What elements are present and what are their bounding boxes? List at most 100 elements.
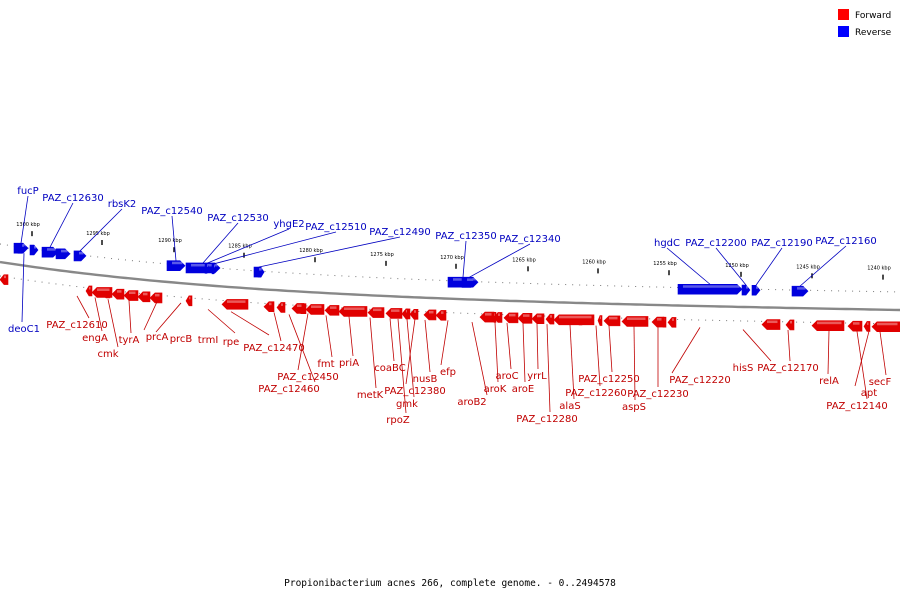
scale-tick-label: 1265 kbp [512,257,536,263]
gene-label-PAZ_c12350: PAZ_c12350 [435,231,496,242]
gene-label-PAZ_c12160: PAZ_c12160 [815,236,876,247]
leader-line-prcA [143,301,158,331]
gene-feature-yhgE2 [204,262,210,274]
gene-feature-trmI [221,299,249,310]
scale-tick-label: 1300 kbp [16,222,40,228]
gene-label-prcB: prcB [170,334,193,345]
gene-feature-shine [281,303,283,306]
leader-line-apt [854,331,870,387]
gene-label-apt: apt [861,388,877,399]
gene-feature-shine [155,293,160,297]
gene-feature-shine [550,315,552,318]
gene-label-trmI: trmI [198,335,219,346]
gene-feature-PAZ_c12470 [276,302,286,313]
leader-line-aroC [506,322,512,370]
gene-label-aroB2: aroB2 [457,397,486,408]
genome-backbone [0,260,900,312]
gene-feature-shine [47,248,56,251]
leader-line-gmk [406,319,415,398]
gene-feature-shine [22,244,24,247]
gene-label-PAZ_c12530: PAZ_c12530 [207,213,268,224]
gene-features [0,242,900,333]
leader-line-rbsK2 [79,208,123,252]
scale-tick-label: 1250 kbp [725,263,749,269]
leader-line-PAZ_c12380 [405,318,416,385]
gene-feature [185,295,193,307]
gene-feature-secF [871,321,900,333]
scale-tick-label: 1255 kbp [653,261,677,267]
leader-line-fmt [325,315,333,358]
gene-label-fmt: fmt [317,359,334,370]
gene-feature-PAZ_c12510 [211,263,217,275]
leader-line-PAZ_c12220 [671,327,701,374]
gene-feature-aspS [621,316,649,327]
gene-feature-shine [877,322,898,326]
gene-feature-priA [338,306,368,317]
gene-label-PAZ_c12540: PAZ_c12540 [141,206,202,217]
scale-tick-label: 1280 kbp [299,248,323,254]
gene-feature-shine [311,305,322,308]
gene-feature-shine [609,316,618,320]
gene-label-aroC: aroC [495,371,518,382]
gene-feature-shine [559,315,592,319]
leader-line-fucP [20,195,29,244]
gene-feature-shine [657,318,662,321]
gene-feature-shine [441,311,444,314]
leader-line-metK [369,317,377,389]
gene-feature-shine [373,308,382,312]
gene-label-rpoZ: rpoZ [386,415,410,426]
gene-label-PAZ_c12380: PAZ_c12380 [384,386,445,397]
gene-feature-alaS [553,314,595,326]
leader-line-PAZ_c12460 [288,314,316,383]
gene-label-tyrA: tyrA [119,335,140,346]
gene-feature-hgdC [677,283,743,295]
scale-tick-label: 1260 kbp [582,259,606,265]
leader-line-yhgE2 [206,228,290,264]
leader-line-yrrL [536,323,539,370]
gene-label-PAZ_c12220: PAZ_c12220 [669,375,730,386]
gene-label-alaS: alaS [559,401,580,412]
gene-feature-shine [227,300,246,303]
gene-feature-shine [214,264,215,268]
leader-line-PAZ_c12250 [608,325,613,373]
gene-feature-PAZ_c12540 [166,260,186,272]
gene-feature-PAZ_c12140 [863,321,871,332]
gene-label-PAZ_c12200: PAZ_c12200 [685,238,746,249]
gene-label-deoC1: deoC1 [8,324,40,335]
gene-label-PAZ_c12450: PAZ_c12450 [277,372,338,383]
gene-feature-shine [509,313,516,317]
gene-label-PAZ_c12260: PAZ_c12260 [565,388,626,399]
gene-feature-shine [61,249,68,253]
leader-line-PAZ_c12190 [755,247,783,286]
gene-label-aroK: aroK [484,384,507,395]
gene-label-aroE: aroE [512,384,534,395]
gene-feature-shine [207,264,208,267]
gene-feature-shine [797,287,806,290]
gene-label-PAZ_c12630: PAZ_c12630 [42,193,103,204]
gene-label-efp: efp [440,367,456,378]
gene-feature-aroK [493,312,503,323]
gene-label-cmk: cmk [97,349,118,360]
scale-tick-label: 1290 kbp [158,238,182,244]
gene-feature-rpoZ [403,308,409,320]
leader-line-trmI [207,309,236,334]
gene-label-aspS: aspS [622,402,646,413]
gene-feature-rpe [263,301,275,312]
gene-feature-PAZ_c12280 [545,313,555,325]
gene-feature-shine [537,314,542,318]
leader-line-PAZ_c12170 [787,329,791,362]
scale-tick-label: 1275 kbp [370,252,394,258]
scale-tick-label: 1270 kbp [440,255,464,261]
gene-feature-shine [4,275,6,279]
leader-line-nusB [424,319,431,373]
gene-label-yhgE2: yhgE2 [273,219,304,230]
gene-feature-shine [344,307,365,310]
gene-label-PAZ_c12140: PAZ_c12140 [826,401,887,412]
leader-line-relA [827,330,830,375]
leader-line-secF [879,331,887,376]
leader-line-prcB [155,302,182,333]
gene-label-metK: metK [357,390,384,401]
leader-line-priA [348,316,354,357]
